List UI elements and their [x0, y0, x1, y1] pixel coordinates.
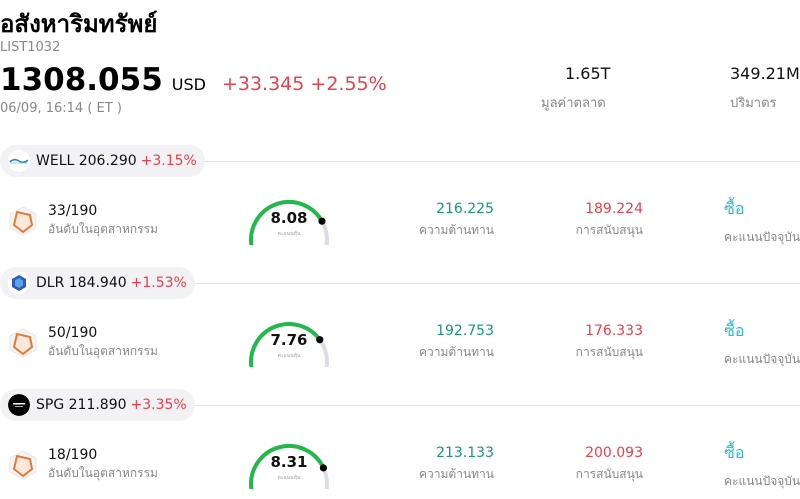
market-cap-value: 1.65T: [565, 64, 611, 83]
simon-property-logo-icon: [8, 394, 30, 416]
score-value: 8.08: [270, 209, 308, 227]
index-price: 1308.055: [0, 62, 163, 98]
resistance: 216.225 ความต้านทาน: [419, 201, 494, 240]
current-rating[interactable]: ซื้อ คะแนนปัจจุบัน: [724, 441, 800, 491]
stock-change: +3.35%: [130, 397, 187, 413]
support-value: 189.224: [585, 201, 643, 217]
support: 200.093 การสนับสนุน: [576, 445, 643, 484]
stock-symbol-price: SPG 211.890: [36, 397, 127, 413]
section-divider: [0, 161, 800, 162]
stock-section: DLR 184.940 +1.53% 50/190 อันดับในอุตสาห…: [0, 267, 800, 389]
rank-label: อันดับในอุตสาหกรรม: [48, 344, 158, 358]
current-rating[interactable]: ซื้อ คะแนนปัจจุบัน: [724, 319, 800, 369]
stock-symbol-price: DLR 184.940: [36, 275, 127, 291]
resistance-value: 216.225: [436, 201, 494, 217]
score-gauge: 7.76 คะแนนหุ้น: [244, 311, 334, 370]
rank-label: อันดับในอุตสาหกรรม: [48, 222, 158, 236]
gauge-arc: [249, 322, 329, 370]
stock-change: +3.15%: [140, 153, 197, 169]
resistance: 192.753 ความต้านทาน: [419, 323, 494, 362]
page-title: อสังหาริมทรัพย์: [0, 10, 158, 38]
support-label: การสนับสนุน: [575, 345, 643, 359]
price-change: +33.345 +2.55%: [221, 73, 387, 95]
stock-section: WELL 206.290 +3.15% 33/190 อันดับในอุตสา…: [0, 145, 800, 267]
market-cap-label: มูลค่าตลาด: [541, 96, 606, 111]
stock-pill[interactable]: WELL 206.290 +3.15%: [0, 145, 205, 177]
volume-value: 349.21M: [730, 64, 800, 83]
market-cap-stat: 1.65T มูลค่าตลาด: [541, 64, 610, 113]
resistance: 213.133 ความต้านทาน: [419, 445, 494, 484]
current-rating[interactable]: ซื้อ คะแนนปัจจุบัน: [724, 197, 800, 247]
stock-section: SPG 211.890 +3.35% 18/190 อันดับในอุตสาห…: [0, 389, 800, 499]
rating-signal: ซื้อ: [724, 443, 745, 462]
resistance-label: ความต้านทาน: [419, 467, 494, 481]
rank-hexagon-icon: [9, 328, 37, 358]
support: 189.224 การสนับสนุน: [576, 201, 643, 240]
rank-label: อันดับในอุตสาหกรรม: [48, 466, 158, 480]
rank-value: 50/190: [48, 325, 98, 341]
score-value: 8.31: [270, 453, 308, 471]
support-value: 176.333: [585, 323, 643, 339]
rank-hexagon-icon: [9, 450, 37, 480]
stock-symbol-price: WELL 206.290: [36, 153, 137, 169]
price-row: 1308.055 USD +33.345 +2.55%: [0, 62, 387, 98]
rating-signal: ซื้อ: [724, 321, 745, 340]
rank-value: 33/190: [48, 203, 98, 219]
score-gauge: 8.08 คะแนนหุ้น: [244, 189, 334, 248]
industry-rank: 50/190 อันดับในอุตสาหกรรม: [8, 325, 158, 361]
support-value: 200.093: [585, 445, 643, 461]
list-code: LIST1032: [0, 40, 61, 55]
support-label: การสนับสนุน: [575, 467, 643, 481]
digital-realty-logo-icon: [8, 272, 30, 294]
welltower-logo-icon: [8, 150, 30, 172]
rating-label: คะแนนปัจจุบัน: [724, 352, 800, 366]
volume-label: ปริมาตร: [730, 96, 777, 111]
rating-label: คะแนนปัจจุบัน: [724, 474, 800, 488]
score-value: 7.76: [270, 331, 308, 349]
stock-pill[interactable]: DLR 184.940 +1.53%: [0, 267, 195, 299]
resistance-value: 192.753: [436, 323, 494, 339]
support-label: การสนับสนุน: [575, 223, 643, 237]
score-label: คะแนนหุ้น: [277, 353, 301, 359]
rating-signal: ซื้อ: [724, 199, 745, 218]
score-gauge: 8.31 คะแนนหุ้น: [244, 433, 334, 492]
resistance-value: 213.133: [436, 445, 494, 461]
gauge-arc: [249, 200, 329, 248]
rating-label: คะแนนปัจจุบัน: [724, 230, 800, 244]
currency-label: USD: [171, 75, 206, 94]
industry-rank: 33/190 อันดับในอุตสาหกรรม: [8, 203, 158, 239]
stock-change: +1.53%: [130, 275, 187, 291]
support: 176.333 การสนับสนุน: [576, 323, 643, 362]
score-label: คะแนนหุ้น: [277, 475, 301, 481]
gauge-arc: [249, 444, 329, 492]
section-divider: [0, 405, 800, 406]
volume-stat: 349.21M ปริมาตร: [730, 64, 800, 113]
section-divider: [0, 283, 800, 284]
rank-value: 18/190: [48, 447, 98, 463]
resistance-label: ความต้านทาน: [419, 223, 494, 237]
industry-rank: 18/190 อันดับในอุตสาหกรรม: [8, 447, 158, 483]
rank-hexagon-icon: [9, 206, 37, 236]
resistance-label: ความต้านทาน: [419, 345, 494, 359]
stock-pill[interactable]: SPG 211.890 +3.35%: [0, 389, 195, 421]
score-label: คะแนนหุ้น: [277, 231, 301, 237]
timestamp: 06/09, 16:14 ( ET ): [0, 101, 122, 116]
